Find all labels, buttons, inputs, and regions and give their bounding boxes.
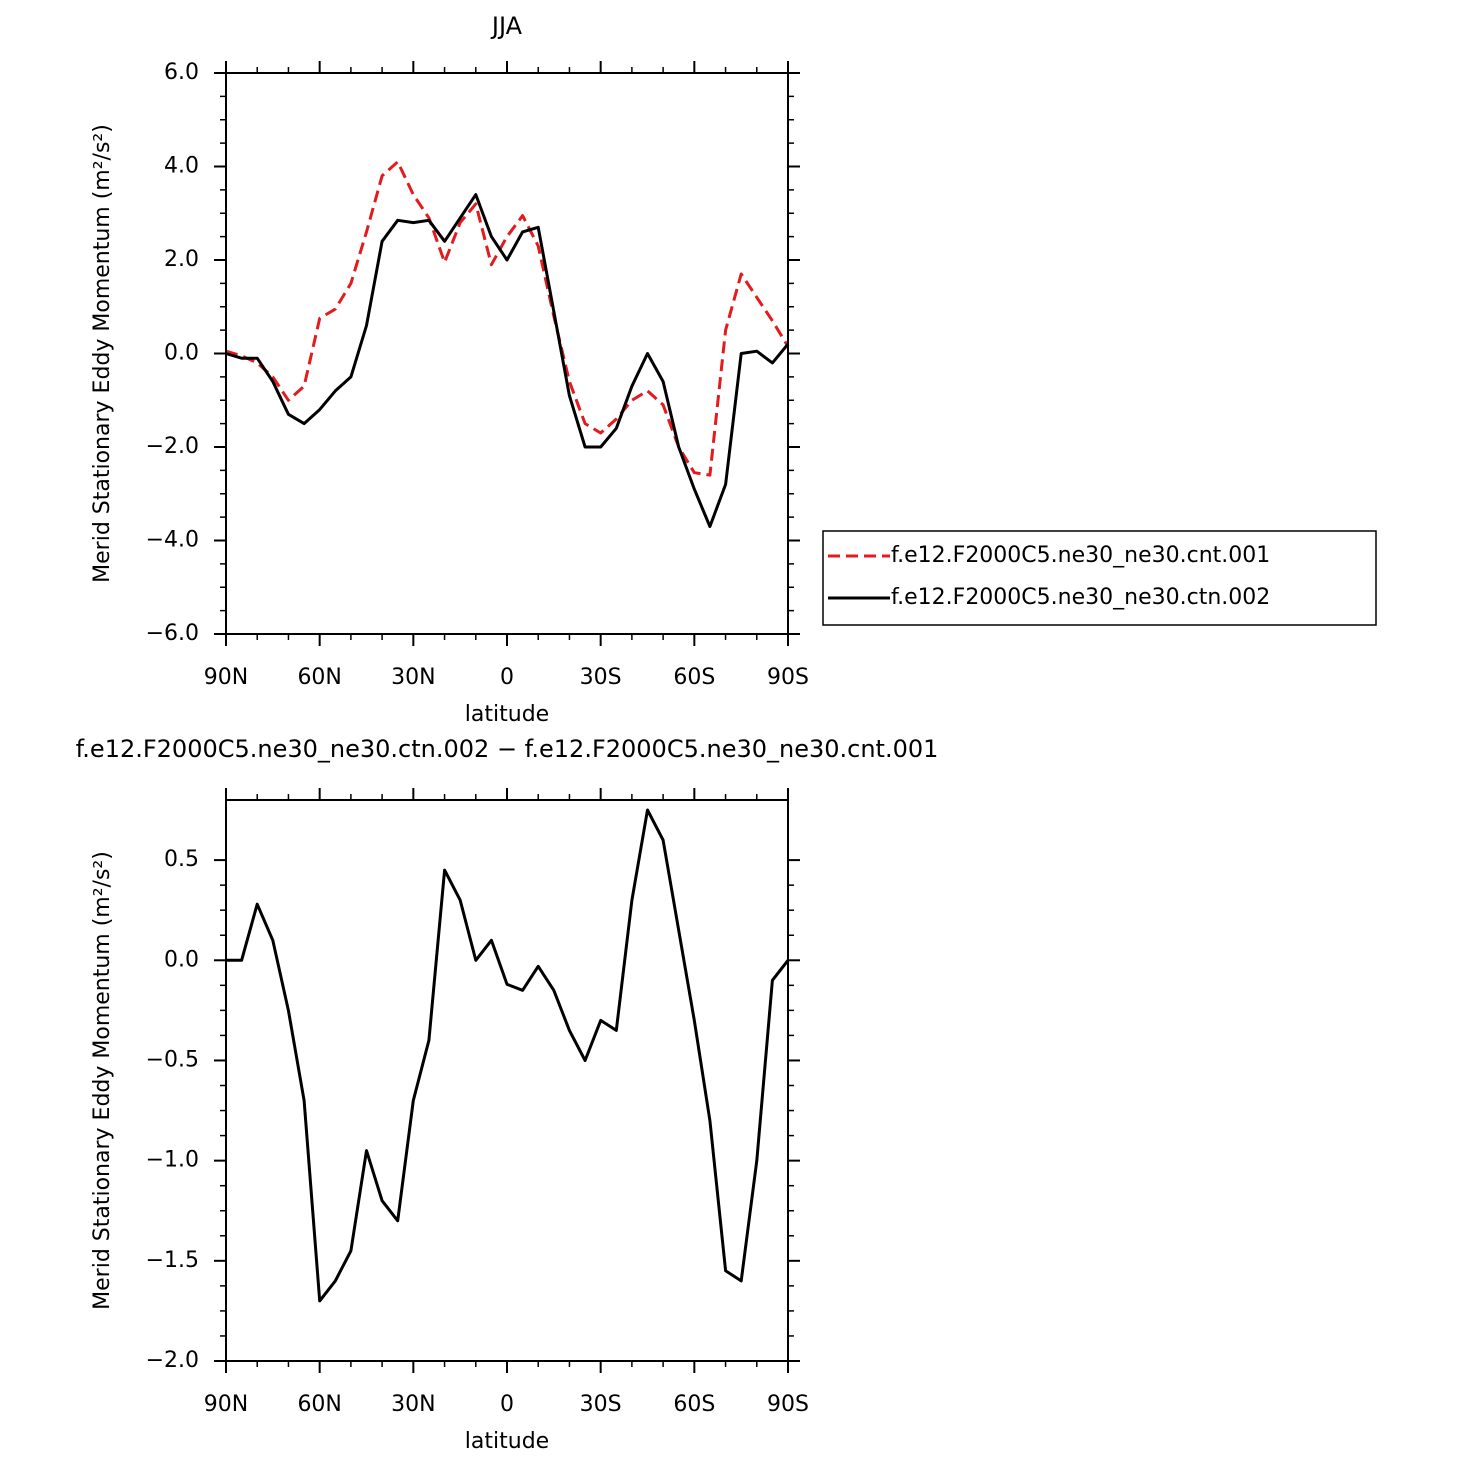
plot-frame [225, 72, 789, 635]
y-tick-label: 0.5 [164, 847, 199, 872]
y-axis-label: Merid Stationary Eddy Momentum (m²/s²) [90, 124, 115, 583]
x-tick-label: 0 [500, 1392, 514, 1417]
y-tick-label: −1.0 [146, 1148, 199, 1173]
y-tick-label: −2.0 [146, 1348, 199, 1373]
y-tick-label: 0.0 [164, 947, 199, 972]
data-line [225, 160, 790, 477]
y-tick-label: 2.0 [164, 247, 199, 272]
data-line [226, 808, 790, 1303]
legend-label: f.e12.F2000C5.ne30_ne30.ctn.002 [891, 585, 1270, 610]
x-tick-label: 30S [580, 1392, 622, 1417]
y-axis-label: Merid Stationary Eddy Momentum (m²/s²) [90, 851, 115, 1310]
legend-box [822, 530, 1377, 626]
data-line [225, 193, 790, 528]
y-tick-label: −4.0 [146, 528, 199, 553]
x-tick-label: 90N [204, 665, 248, 690]
plot-frame [225, 799, 789, 1362]
x-tick-label: 30N [391, 665, 435, 690]
chart-title: JJA [490, 12, 523, 40]
x-tick-label: 60S [673, 1392, 715, 1417]
x-axis-label: latitude [465, 1429, 549, 1454]
y-tick-label: −0.5 [146, 1047, 199, 1072]
y-tick-label: 0.0 [164, 341, 199, 366]
chart-title: f.e12.F2000C5.ne30_ne30.ctn.002 − f.e12.… [76, 735, 939, 763]
x-tick-label: 90S [767, 1392, 809, 1417]
x-tick-label: 90N [204, 1392, 248, 1417]
x-tick-label: 60N [297, 1392, 341, 1417]
x-axis-label: latitude [465, 702, 549, 727]
y-tick-label: −1.5 [146, 1248, 199, 1273]
y-tick-label: 6.0 [164, 60, 199, 85]
y-tick-label: −2.0 [146, 434, 199, 459]
y-tick-label: −6.0 [146, 621, 199, 646]
x-tick-label: 90S [767, 665, 809, 690]
x-tick-label: 60S [673, 665, 715, 690]
x-tick-label: 30N [391, 1392, 435, 1417]
x-tick-label: 0 [500, 665, 514, 690]
x-tick-label: 30S [580, 665, 622, 690]
y-tick-label: 4.0 [164, 154, 199, 179]
x-tick-label: 60N [297, 665, 341, 690]
legend-label: f.e12.F2000C5.ne30_ne30.cnt.001 [891, 543, 1270, 568]
